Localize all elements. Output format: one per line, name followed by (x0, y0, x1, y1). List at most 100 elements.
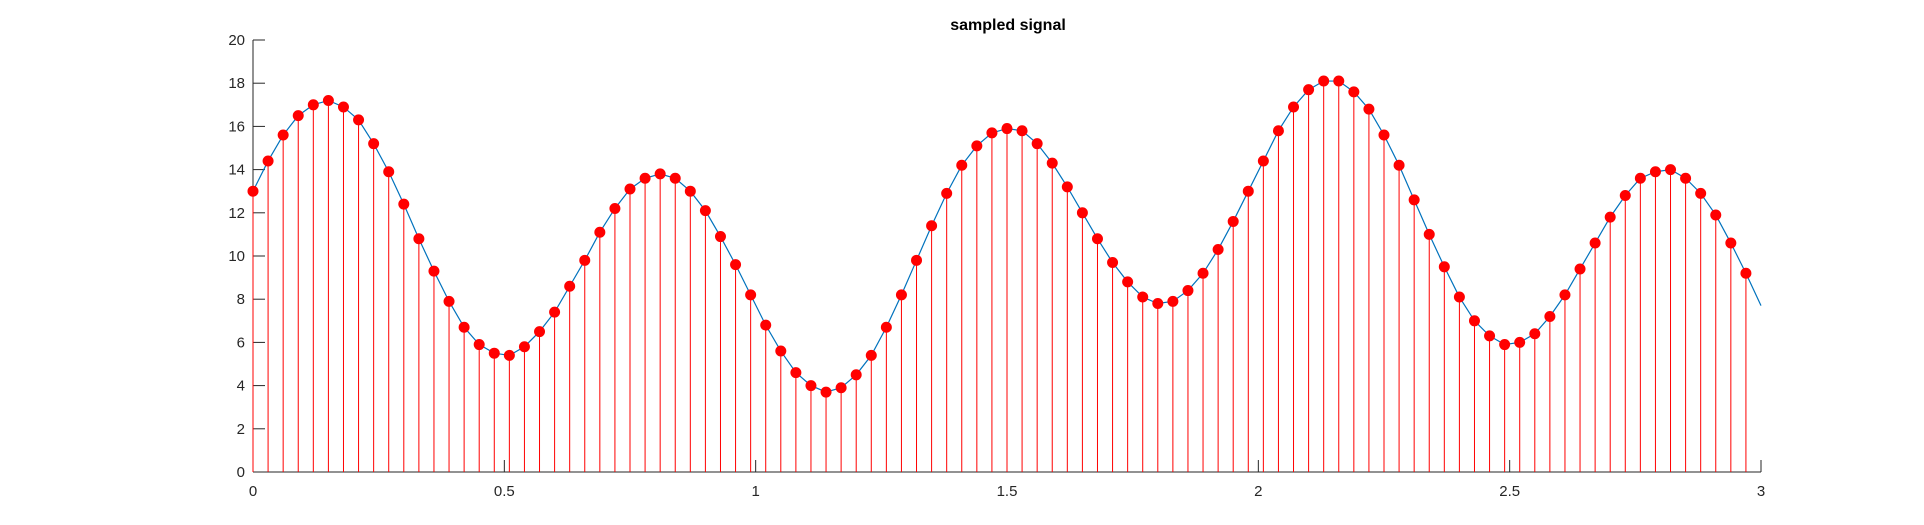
stem-marker (368, 138, 380, 150)
chart-title: sampled signal (950, 17, 1066, 34)
stem-marker (322, 94, 334, 106)
stem-marker (1137, 291, 1149, 303)
y-tick-label: 20 (228, 32, 245, 49)
stem-marker (353, 114, 365, 126)
stem-marker (1574, 263, 1586, 275)
stem-marker (1257, 155, 1269, 167)
stem-marker (1680, 172, 1692, 184)
stem-marker (1152, 298, 1164, 310)
stem-marker (1484, 330, 1496, 342)
stem-marker (926, 220, 938, 232)
stem-marker (413, 233, 425, 245)
x-tick-label: 1.5 (997, 483, 1018, 500)
stem-marker (880, 321, 892, 333)
stem-marker (1363, 103, 1375, 115)
stem-marker (684, 185, 696, 197)
stem-marker (1212, 244, 1224, 256)
stem-marker (1378, 129, 1390, 141)
stem-marker (1710, 209, 1722, 221)
stem-marker (1242, 185, 1254, 197)
y-tick-label: 4 (237, 378, 245, 395)
stem-marker (1438, 261, 1450, 273)
stem-marker (1167, 295, 1179, 307)
stem-marker (579, 254, 591, 266)
stem-marker (1665, 164, 1677, 176)
stem-marker (534, 326, 546, 338)
stem-marker (1182, 285, 1194, 297)
stem-marker (277, 129, 289, 141)
stem-marker (895, 289, 907, 301)
stem-marker (745, 289, 757, 301)
stem-marker (1091, 233, 1103, 245)
stem-marker (549, 306, 561, 318)
x-tick-label: 3 (1757, 483, 1765, 500)
stem-marker (835, 382, 847, 394)
stem-marker (956, 159, 968, 171)
stem-marker (1695, 187, 1707, 199)
y-tick-label: 8 (237, 291, 245, 308)
stem-marker (986, 127, 998, 139)
stem-marker (564, 280, 576, 292)
stem-marker (820, 386, 832, 398)
stem-marker (518, 341, 530, 353)
x-tick-label: 2 (1254, 483, 1262, 500)
stem-marker (488, 347, 500, 359)
stem-marker (760, 319, 772, 331)
x-tick-label: 2.5 (1499, 483, 1520, 500)
stem-marker (971, 140, 983, 152)
y-tick-label: 14 (228, 162, 245, 179)
x-tick-label: 1 (751, 483, 759, 500)
stem-marker (1740, 267, 1752, 279)
stem-marker (790, 367, 802, 379)
stem-marker (1031, 138, 1043, 150)
stem-marker (1303, 84, 1315, 96)
stem-marker (1016, 125, 1028, 137)
stem-marker (1107, 256, 1119, 268)
stem-markers (247, 75, 1752, 398)
y-tick-label: 16 (228, 118, 245, 135)
y-tick-label: 12 (228, 205, 245, 222)
stem-marker (1589, 237, 1601, 249)
stem-marker (594, 226, 606, 238)
y-tick-label: 10 (228, 248, 245, 265)
stem-marker (639, 172, 651, 184)
stem-marker (850, 369, 862, 381)
stem-marker (1499, 339, 1511, 351)
stem-marker (654, 168, 666, 180)
stem-marker (1453, 291, 1465, 303)
stem-marker (775, 345, 787, 357)
stem-marker (1333, 75, 1345, 87)
stem-marker (805, 380, 817, 392)
stem-marker (1272, 125, 1284, 137)
stem-marker (1408, 194, 1420, 206)
x-tick-label: 0.5 (494, 483, 515, 500)
stem-marker (398, 198, 410, 210)
stem-marker (307, 99, 319, 111)
stem-marker (1348, 86, 1360, 98)
y-tick-label: 6 (237, 334, 245, 351)
stem-marker (1061, 181, 1073, 193)
stem-marker (1619, 190, 1631, 202)
stem-marker (247, 185, 259, 197)
stem-marker (473, 339, 485, 351)
stem-marker (1197, 267, 1209, 279)
stem-marker (1288, 101, 1300, 113)
stem-marker (911, 254, 923, 266)
stem-series (252, 81, 1747, 472)
stem-marker (292, 110, 304, 122)
stem-marker (458, 321, 470, 333)
stem-marker (262, 155, 274, 167)
stem-marker (1604, 211, 1616, 223)
stem-marker (383, 166, 395, 178)
stem-marker (1649, 166, 1661, 178)
x-tick-label: 0 (249, 483, 257, 500)
stem-marker (609, 202, 621, 214)
stem-marker (1634, 172, 1646, 184)
tick-labels: 0 2 4 6 8 10 12 14 16 18 20 0 0.5 1 1.5 2 2.5 3 (228, 32, 1765, 500)
stem-marker (699, 205, 711, 217)
stem-marker (1514, 336, 1526, 348)
stem-marker (1423, 228, 1435, 240)
y-tick-label: 0 (237, 464, 245, 481)
